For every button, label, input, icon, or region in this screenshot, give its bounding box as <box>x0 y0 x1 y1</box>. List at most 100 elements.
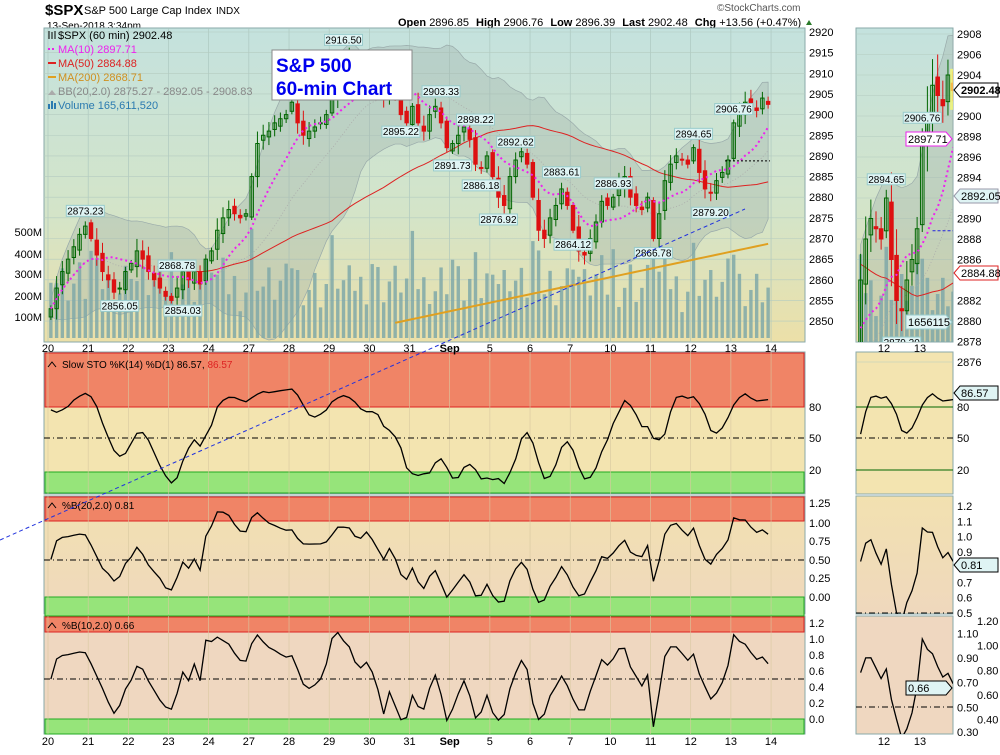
annotation-box <box>542 166 582 179</box>
price-annotation: 2886.93 <box>593 177 633 190</box>
candle-up <box>48 308 54 318</box>
annotation-box <box>381 125 421 138</box>
axis-label: 2855 <box>809 295 833 307</box>
mini-pb20-panel <box>855 495 954 615</box>
candle-down <box>404 110 409 124</box>
price-annotation: 2864.12 <box>553 238 593 251</box>
annotation-label: 2898.22 <box>457 115 494 126</box>
annotation-box <box>478 213 518 226</box>
volume-bar <box>77 262 82 338</box>
volume-bar <box>330 235 334 338</box>
candle-down <box>582 252 587 256</box>
candle-up <box>243 213 249 217</box>
candle-down <box>633 193 639 206</box>
volume-bar <box>450 259 455 338</box>
candle-down <box>232 205 237 215</box>
axis-label: 300M <box>14 269 42 281</box>
annotation-label: 2916.50 <box>325 35 362 46</box>
volume-bar <box>889 299 894 342</box>
axis-label: 2880 <box>957 316 981 328</box>
pb10-overbought-zone <box>44 616 805 633</box>
axis-label: 30 <box>363 343 375 355</box>
ma50-line <box>177 125 769 273</box>
volume-bar <box>272 299 277 338</box>
low-value: 2896.39 <box>575 17 615 29</box>
axis-label: 0.7 <box>957 577 972 589</box>
axis-label: 29 <box>323 736 335 748</box>
candle-up <box>547 217 553 236</box>
candle-down <box>530 162 536 198</box>
price-annotation: 2883.61 <box>542 166 582 179</box>
value-tag-text: 2902.48 <box>961 85 1000 97</box>
volume-bar <box>749 289 753 338</box>
axis-label: 2860 <box>809 275 833 287</box>
axis-label: 14 <box>765 736 777 748</box>
value-tag: 2902.48 <box>953 82 1000 98</box>
axis-label: 2870 <box>809 234 833 246</box>
legend: $SPX (60 min) 2902.48 MA(10) 2897.71 MA(… <box>48 30 252 112</box>
axis-label: 2900 <box>809 110 833 122</box>
axis-label: 0.50 <box>809 555 830 567</box>
axis-label: 1.2 <box>957 501 972 513</box>
price-annotation: 2866.78 <box>633 246 673 259</box>
value-tag-box <box>905 131 953 147</box>
axis-label: 12 <box>878 736 890 748</box>
price-annotation: 2906.76 <box>902 111 942 124</box>
candle-up <box>484 155 490 169</box>
candle-down <box>438 107 444 124</box>
value-tag: 86.57 <box>953 385 999 401</box>
volume-bar <box>473 252 478 338</box>
volume-bar <box>554 305 558 338</box>
annotation-label: 2886.18 <box>463 181 500 192</box>
pb20-oversold-zone <box>44 596 805 617</box>
volume-bar <box>215 274 219 338</box>
value-tag: 2884.88 <box>953 265 1000 281</box>
candle-down <box>708 191 713 194</box>
price-annotation: 2873.23 <box>65 204 105 217</box>
axis-label: 2878 <box>957 337 981 349</box>
volume-bar <box>605 294 610 338</box>
volume-bar <box>714 296 719 338</box>
axis-label: 0.75 <box>809 536 830 548</box>
price-annotation: 2894.65 <box>866 173 906 186</box>
candle-down <box>878 228 884 240</box>
candle-down <box>197 271 203 285</box>
volume-bar <box>370 264 374 338</box>
axis-label: 0.0 <box>809 714 824 726</box>
axis-label: 31 <box>403 343 415 355</box>
volume-bar <box>941 277 945 342</box>
axis-label: 20 <box>809 465 821 477</box>
axis-label: 0.25 <box>809 573 830 585</box>
candle-up <box>249 176 254 218</box>
volume-bar <box>175 307 179 338</box>
candle-up <box>760 97 765 110</box>
trendline[interactable] <box>0 208 746 541</box>
volume-bar <box>290 268 294 338</box>
ma200-line <box>394 242 769 324</box>
candle-up <box>427 114 432 132</box>
candle-up <box>272 122 277 130</box>
candle-down <box>899 308 904 312</box>
volume-bar <box>152 281 156 338</box>
candle-down <box>146 255 151 273</box>
volume-bar <box>760 302 765 338</box>
candle-up <box>645 196 650 209</box>
axis-label: 10 <box>604 343 616 355</box>
axis-label: 0.2 <box>809 698 824 710</box>
volume-bar <box>204 259 208 338</box>
axis-label: 14 <box>765 343 777 355</box>
pb20-line <box>50 511 769 604</box>
volume-bar <box>582 269 587 338</box>
legend-ma50: MA(50) 2884.88 <box>58 58 137 70</box>
volume-bar <box>622 287 627 338</box>
volume-bar <box>462 300 466 338</box>
value-tag-box <box>953 265 999 281</box>
volume-bar <box>100 289 105 338</box>
axis-label: 80 <box>809 402 821 414</box>
candle-up <box>731 122 736 159</box>
bb-legend-icon <box>48 90 56 95</box>
volume-bar <box>651 258 656 338</box>
volume-bar <box>709 270 713 338</box>
volume-bar <box>364 304 369 338</box>
